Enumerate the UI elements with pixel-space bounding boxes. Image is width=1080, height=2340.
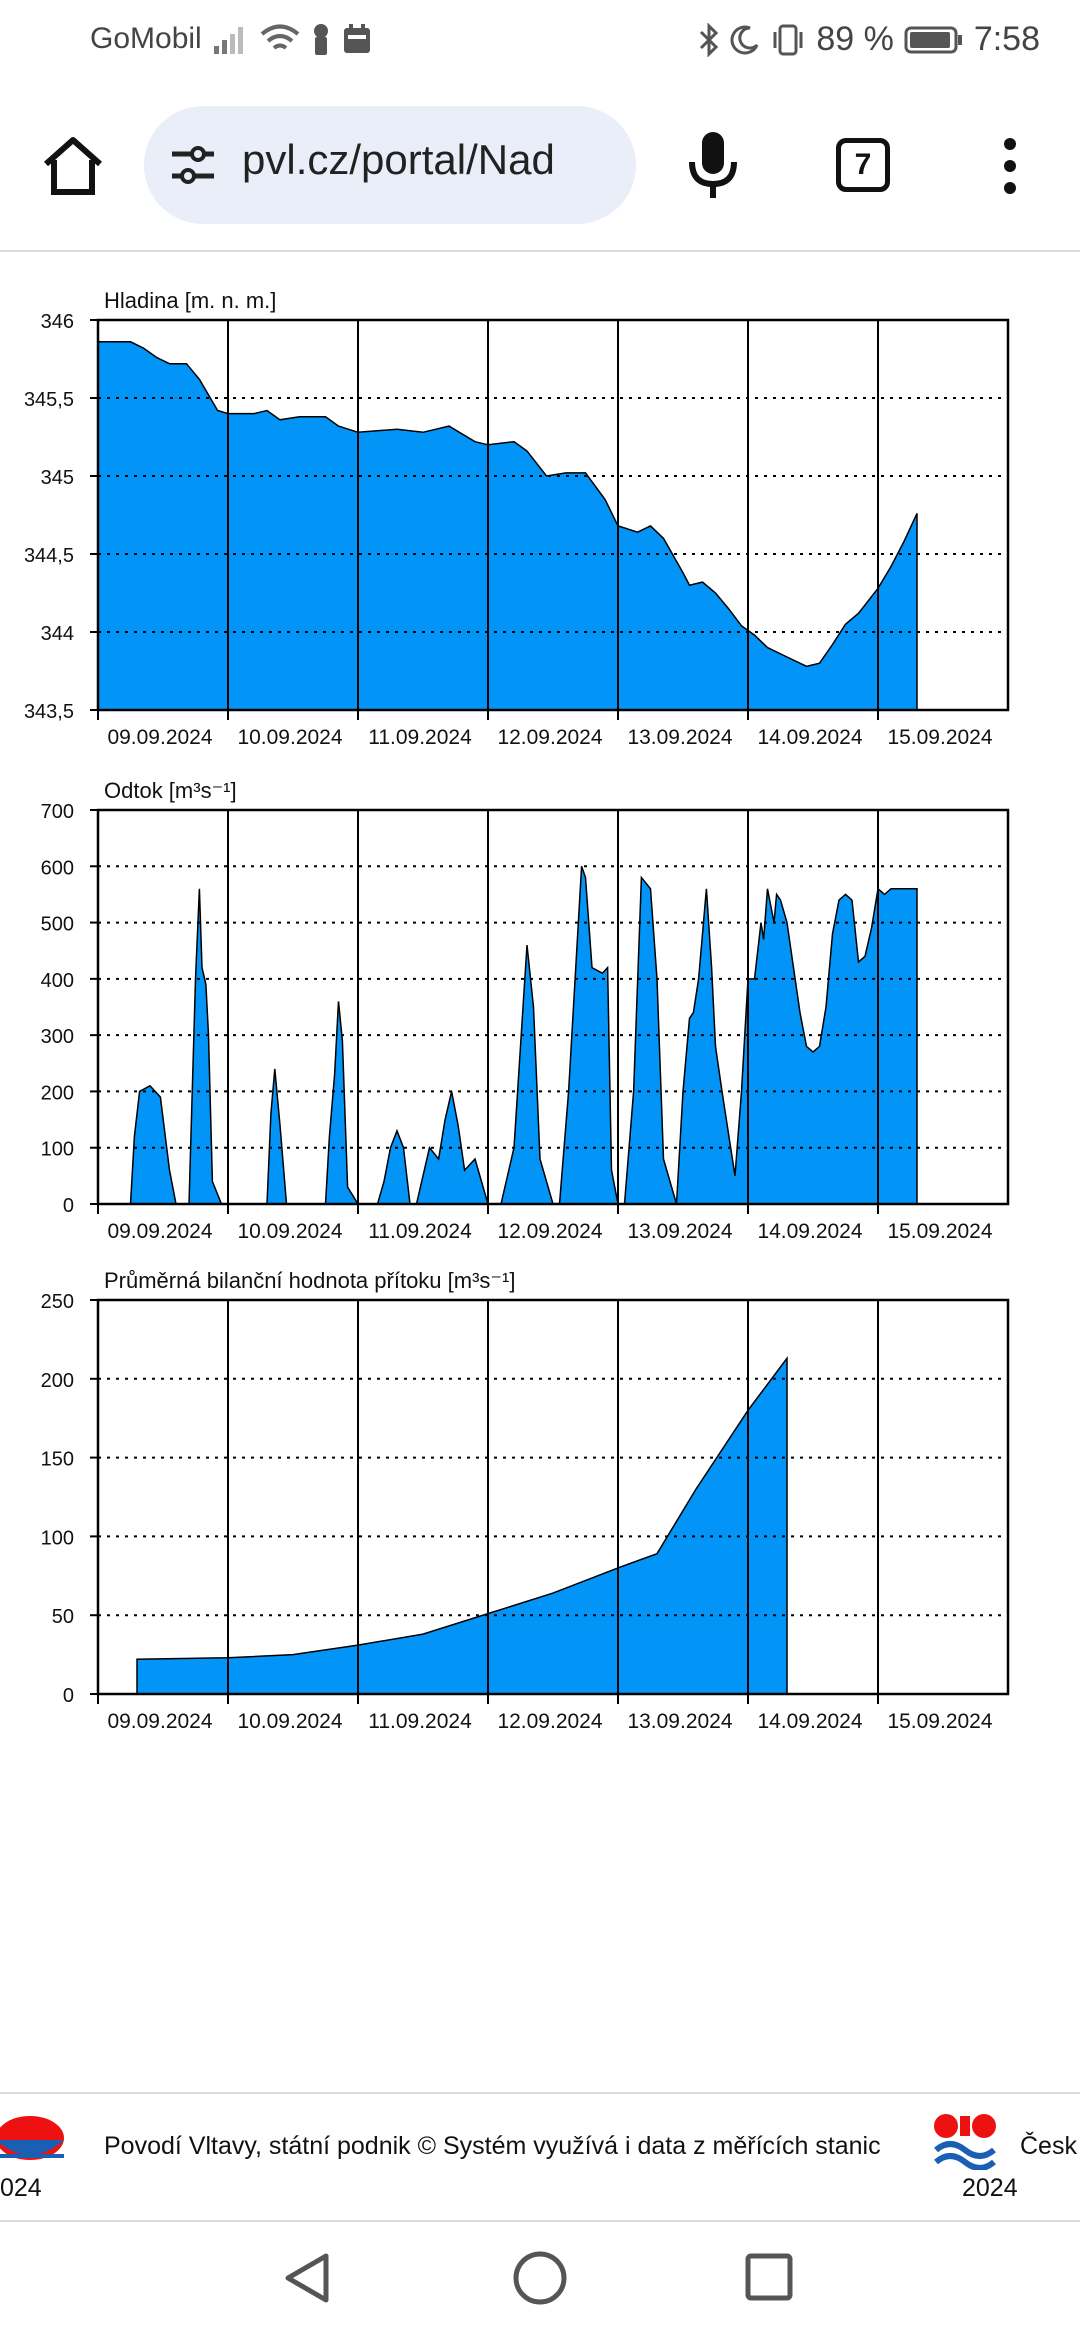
url-text[interactable]: pvl.cz/portal/Nad	[242, 136, 555, 183]
y-tick-label: 400	[41, 970, 74, 992]
home-icon[interactable]	[38, 130, 108, 200]
y-tick-label: 343,5	[24, 701, 74, 723]
footer-year-left: 024	[0, 2174, 42, 2202]
chart-2: 0 100 200 300 400 500 600 700 09.09.2024 10.09.20…	[41, 778, 1010, 1243]
x-tick-label: 09.09.2024	[107, 1220, 212, 1243]
status-left: GoMobil	[90, 22, 372, 56]
x-tick-label: 11.09.2024	[368, 1710, 472, 1733]
y-tick-label: 300	[41, 1026, 74, 1048]
series-area	[136, 1356, 788, 1695]
chart-1: 343,5 344 344,5 345 345,5 346 09.09.2024 10.09.…	[24, 288, 1010, 749]
x-tick-label: 12.09.2024	[497, 726, 602, 749]
y-tick-label: 200	[41, 1082, 74, 1104]
key-icon	[313, 24, 328, 55]
footer-text: Povodí Vltavy, státní podnik © Systém vy…	[104, 2132, 881, 2160]
system-nav-bar	[0, 2220, 1080, 2340]
y-tick-label: 150	[41, 1449, 74, 1471]
y-tick-label: 100	[41, 1139, 74, 1161]
home-circle-icon[interactable]	[512, 2250, 568, 2306]
plot-frame	[96, 808, 1010, 1206]
more-vert-icon[interactable]	[1000, 136, 1020, 196]
vibrate-icon	[773, 24, 803, 55]
x-tick-label: 09.09.2024	[107, 1710, 212, 1733]
y-tick-label: 200	[41, 1370, 74, 1392]
battery-percent: 89 %	[816, 20, 894, 58]
y-tick-label: 500	[41, 914, 74, 936]
signal-icon	[213, 27, 243, 54]
plot-frame	[96, 1298, 1010, 1696]
carrier-label: GoMobil	[90, 22, 202, 55]
calendar-icon	[343, 24, 370, 53]
y-tick-label: 345,5	[24, 389, 74, 411]
chart-title: Hladina [m. n. m.]	[104, 288, 276, 313]
tab-switcher-button[interactable]: 7	[836, 138, 890, 192]
plot-frame	[96, 318, 1010, 712]
x-tick-label: 12.09.2024	[497, 1220, 602, 1243]
x-tick-label: 10.09.2024	[237, 726, 342, 749]
wifi-icon	[260, 24, 299, 50]
y-tick-label: 600	[41, 857, 74, 879]
x-tick-label: 10.09.2024	[237, 1220, 342, 1243]
footer-text-right: Česk	[1020, 2132, 1077, 2160]
chart-title: Průměrná bilanční hodnota přítoku [m³s⁻¹…	[104, 1268, 515, 1293]
series-area	[117, 866, 918, 1205]
chart-title: Odtok [m³s⁻¹]	[104, 778, 237, 803]
y-tick-label: 700	[41, 801, 74, 823]
y-tick-label: 344,5	[24, 545, 74, 567]
site-settings-icon[interactable]	[168, 140, 218, 190]
pvl-logo-icon[interactable]	[0, 2110, 80, 2170]
x-tick-label: 13.09.2024	[627, 1710, 732, 1733]
y-tick-label: 0	[63, 1685, 74, 1707]
x-tick-label: 11.09.2024	[368, 1220, 472, 1243]
series-area	[97, 341, 918, 711]
x-tick-label: 14.09.2024	[757, 1220, 862, 1243]
x-tick-label: 14.09.2024	[757, 1710, 862, 1733]
chmi-logo-icon[interactable]	[930, 2110, 1000, 2170]
y-tick-label: 346	[41, 311, 74, 333]
y-tick-label: 344	[41, 623, 74, 645]
bluetooth-icon	[700, 22, 719, 57]
mic-icon[interactable]	[686, 130, 740, 200]
x-tick-label: 15.09.2024	[887, 1710, 992, 1733]
y-tick-label: 50	[52, 1606, 74, 1628]
back-icon[interactable]	[282, 2250, 332, 2306]
y-tick-label: 100	[41, 1527, 74, 1549]
x-tick-label: 15.09.2024	[887, 1220, 992, 1243]
battery-icon	[904, 26, 962, 53]
toolbar-divider	[0, 250, 1080, 252]
y-tick-label: 0	[63, 1195, 74, 1217]
x-tick-label: 10.09.2024	[237, 1710, 342, 1733]
charts-canvas: 343,5 344 344,5 345 345,5 346 09.09.2024 10.09.…	[24, 288, 1010, 1733]
x-tick-label: 15.09.2024	[887, 726, 992, 749]
y-tick-label: 250	[41, 1291, 74, 1313]
x-tick-label: 13.09.2024	[627, 726, 732, 749]
page-footer: Povodí Vltavy, státní podnik © Systém vy…	[0, 2092, 1080, 2222]
x-tick-label: 13.09.2024	[627, 1220, 732, 1243]
address-bar[interactable]: pvl.cz/portal/Nad	[144, 106, 636, 224]
browser-toolbar: pvl.cz/portal/Nad 7	[0, 96, 1080, 236]
x-tick-label: 12.09.2024	[497, 1710, 602, 1733]
x-tick-label: 11.09.2024	[368, 726, 472, 749]
recents-icon[interactable]	[744, 2252, 794, 2302]
x-tick-label: 14.09.2024	[757, 726, 862, 749]
status-right: 89 % 7:58	[698, 20, 1040, 59]
moon-icon	[730, 25, 759, 54]
footer-year-right: 2024	[962, 2174, 1018, 2202]
status-bar: GoMobil 89 %	[0, 0, 1080, 84]
y-tick-label: 345	[41, 467, 74, 489]
x-tick-label: 09.09.2024	[107, 726, 212, 749]
chart-3: 0 50 100 150 200 250 09.09.2024 10.09.2024 11.09…	[41, 1268, 1010, 1733]
clock: 7:58	[973, 20, 1040, 58]
